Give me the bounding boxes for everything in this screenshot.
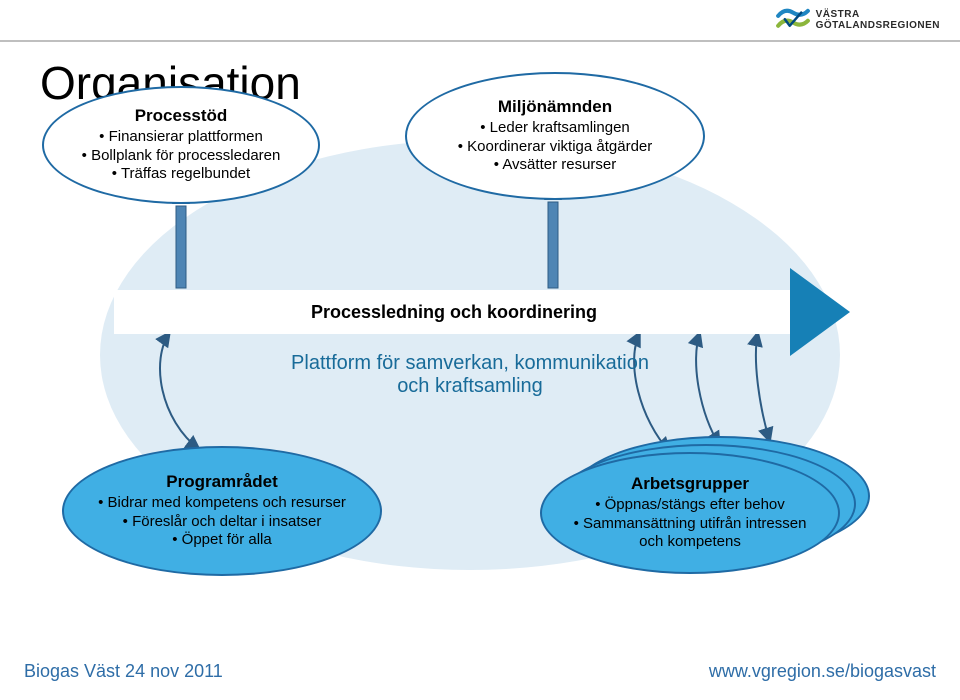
bubble-miljo-line: Avsätter resurser: [431, 156, 679, 175]
org-logo: VÄSTRA GÖTALANDSREGIONEN: [776, 6, 940, 34]
logo-text-line1: VÄSTRA: [816, 9, 940, 20]
logo-text-line2: GÖTALANDSREGIONEN: [816, 20, 940, 31]
bubble-program-title: Programrådet: [88, 472, 356, 492]
footer-left: Biogas Väst 24 nov 2011: [24, 661, 223, 682]
bubble-program-line: Öppet för alla: [88, 531, 356, 550]
slide: VÄSTRA GÖTALANDSREGIONEN Organisation Pr…: [0, 0, 960, 700]
bubble-miljo-line: Koordinerar viktiga åtgärder: [431, 138, 679, 157]
bubble-processtod-title: Processtöd: [68, 106, 294, 126]
bubble-processtod-line: Träffas regelbundet: [68, 165, 294, 184]
bubble-arbets-title: Arbetsgrupper: [566, 474, 814, 494]
bubble-arbets-line: Sammansättning utifrån intressen och kom…: [566, 515, 814, 553]
process-arrow-band: Processledning och koordinering: [114, 290, 794, 334]
bubble-miljonamnden: Miljönämnden Leder kraftsamlingen Koordi…: [405, 72, 705, 200]
bubble-program-line: Bidrar med kompetens och resurser: [88, 494, 356, 513]
bubble-processtod-line: Finansierar plattformen: [68, 128, 294, 147]
footer-right: www.vgregion.se/biogasvast: [709, 661, 936, 682]
bubble-miljo-title: Miljönämnden: [431, 97, 679, 117]
logo-mark-icon: [776, 6, 810, 34]
bubble-miljo-line: Leder kraftsamlingen: [431, 119, 679, 138]
bubble-program-line: Föreslår och deltar i insatser: [88, 513, 356, 532]
bubble-processtod: Processtöd Finansierar plattformen Bollp…: [42, 86, 320, 204]
bubble-programradet: Programrådet Bidrar med kompetens och re…: [62, 446, 382, 576]
bubble-arbets-line: Öppnas/stängs efter behov: [566, 496, 814, 515]
header-divider: [0, 40, 960, 42]
platform-caption: Plattform för samverkan, kommunikation o…: [280, 352, 660, 398]
bubble-arbetsgrupper: Arbetsgrupper Öppnas/stängs efter behov …: [540, 452, 840, 574]
process-arrow-label: Processledning och koordinering: [311, 302, 597, 323]
bubble-processtod-line: Bollplank för processledaren: [68, 147, 294, 166]
process-arrow-head-icon: [790, 268, 850, 356]
logo-text: VÄSTRA GÖTALANDSREGIONEN: [816, 9, 940, 31]
